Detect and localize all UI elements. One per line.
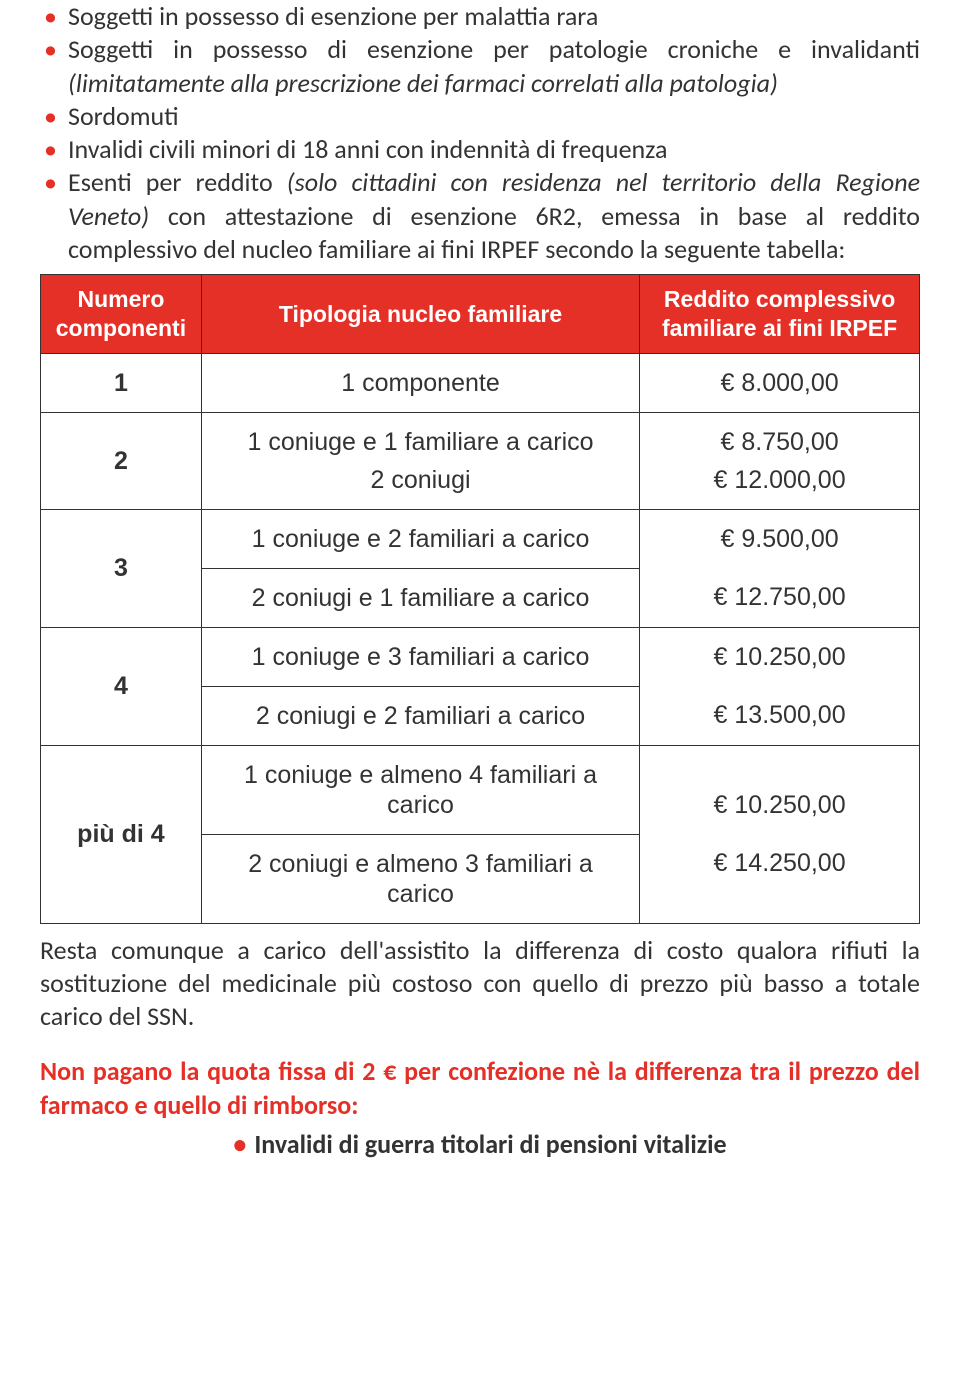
cell-tipologia: 1 coniuge e 2 familiari a carico2 coniug… xyxy=(201,509,639,627)
cell-numero: 1 xyxy=(41,353,202,412)
income-table: Numero componenti Tipologia nucleo famil… xyxy=(40,274,920,924)
list-item: Sordomuti xyxy=(40,100,920,133)
cell-line: 1 coniuge e almeno 4 familiari a carico xyxy=(202,746,639,834)
cell-line: € 12.750,00 xyxy=(640,568,919,626)
cell-line: 1 coniuge e 3 familiari a carico xyxy=(202,628,639,686)
cell-line: 2 coniugi xyxy=(202,461,639,509)
cell-line: 1 coniuge e 2 familiari a carico xyxy=(202,510,639,568)
list-item: Esenti per reddito (solo cittadini con r… xyxy=(40,166,920,266)
cell-reddito: € 8.750,00€ 12.000,00 xyxy=(640,412,920,509)
cell-line: € 12.000,00 xyxy=(640,461,919,509)
list-item-text: Esenti per reddito xyxy=(68,166,287,198)
cell-line: 2 coniugi e almeno 3 familiari a carico xyxy=(202,834,639,923)
cell-reddito: € 10.250,00€ 14.250,00 xyxy=(640,745,920,923)
list-item-italic: (limitatamente alla prescrizione dei far… xyxy=(68,67,778,99)
cell-tipologia: 1 coniuge e 1 familiare a carico2 coniug… xyxy=(201,412,639,509)
cell-line: € 8.750,00 xyxy=(640,413,919,461)
cell-line: € 13.500,00 xyxy=(640,686,919,744)
table-header-row: Numero componenti Tipologia nucleo famil… xyxy=(41,275,920,354)
final-list: Invalidi di guerra titolari di pensioni … xyxy=(40,1128,920,1161)
list-item: Soggetti in possesso di esenzione per pa… xyxy=(40,33,920,100)
cell-numero: 4 xyxy=(41,627,202,745)
list-item: Invalidi di guerra titolari di pensioni … xyxy=(40,1128,920,1161)
list-item-text: con attestazione di esenzione 6R2, emess… xyxy=(68,200,920,265)
list-item: Invalidi civili minori di 18 anni con in… xyxy=(40,133,920,166)
cell-line: € 10.250,00 xyxy=(640,628,919,686)
cell-numero: 3 xyxy=(41,509,202,627)
col-header-tipologia: Tipologia nucleo familiare xyxy=(201,275,639,354)
cell-tipologia: 1 componente xyxy=(201,353,639,412)
table-body: 11 componente€ 8.000,0021 coniuge e 1 fa… xyxy=(41,353,920,923)
list-item: Soggetti in possesso di esenzione per ma… xyxy=(40,0,920,33)
table-row: 41 coniuge e 3 familiari a carico2 coniu… xyxy=(41,627,920,745)
table-row: più di 41 coniuge e almeno 4 familiari a… xyxy=(41,745,920,923)
exemption-list: Soggetti in possesso di esenzione per ma… xyxy=(40,0,920,266)
cell-numero: più di 4 xyxy=(41,745,202,923)
cell-numero: 2 xyxy=(41,412,202,509)
table-row: 11 componente€ 8.000,00 xyxy=(41,353,920,412)
col-header-numero: Numero componenti xyxy=(41,275,202,354)
exemption-heading: Non pagano la quota fissa di 2 € per con… xyxy=(40,1055,920,1122)
cell-reddito: € 10.250,00€ 13.500,00 xyxy=(640,627,920,745)
cell-tipologia: 1 coniuge e almeno 4 familiari a carico2… xyxy=(201,745,639,923)
col-header-reddito: Reddito complessivo familiare ai fini IR… xyxy=(640,275,920,354)
cell-line: € 9.500,00 xyxy=(640,510,919,568)
cell-line: 2 coniugi e 1 familiare a carico xyxy=(202,568,639,627)
after-table-note: Resta comunque a carico dell'assistito l… xyxy=(40,934,920,1034)
cell-line: € 10.250,00 xyxy=(640,776,919,834)
table-row: 31 coniuge e 2 familiari a carico2 coniu… xyxy=(41,509,920,627)
list-item-text: Soggetti in possesso di esenzione per pa… xyxy=(68,33,920,65)
cell-reddito: € 9.500,00€ 12.750,00 xyxy=(640,509,920,627)
cell-reddito: € 8.000,00 xyxy=(640,353,920,412)
cell-line: 2 coniugi e 2 familiari a carico xyxy=(202,686,639,745)
cell-line: 1 coniuge e 1 familiare a carico xyxy=(202,413,639,461)
cell-tipologia: 1 coniuge e 3 familiari a carico2 coniug… xyxy=(201,627,639,745)
table-row: 21 coniuge e 1 familiare a carico2 coniu… xyxy=(41,412,920,509)
cell-line: € 14.250,00 xyxy=(640,834,919,892)
